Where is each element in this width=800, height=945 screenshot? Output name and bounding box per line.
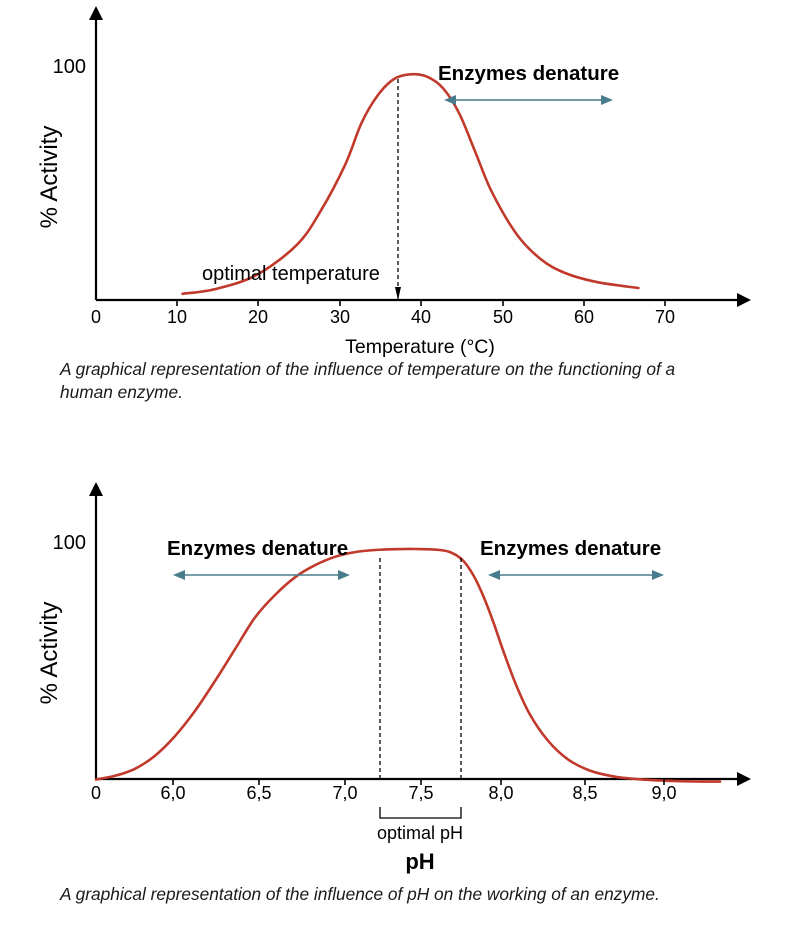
svg-text:100: 100 — [53, 532, 86, 554]
svg-text:9,0: 9,0 — [651, 783, 676, 803]
svg-text:Enzymes denature: Enzymes denature — [167, 537, 348, 560]
svg-text:% Activity: % Activity — [36, 126, 63, 229]
svg-text:50: 50 — [493, 307, 513, 327]
svg-text:30: 30 — [330, 307, 350, 327]
svg-text:100: 100 — [53, 56, 86, 78]
svg-text:60: 60 — [574, 307, 594, 327]
svg-text:optimal temperature: optimal temperature — [202, 263, 380, 285]
svg-text:pH: pH — [405, 849, 434, 874]
svg-text:8,5: 8,5 — [572, 783, 597, 803]
svg-text:0: 0 — [91, 783, 101, 803]
svg-text:Enzymes denature: Enzymes denature — [438, 62, 619, 85]
svg-text:7,0: 7,0 — [332, 783, 357, 803]
svg-text:40: 40 — [411, 307, 431, 327]
svg-text:Enzymes denature: Enzymes denature — [480, 537, 661, 560]
svg-text:Temperature (°C): Temperature (°C) — [345, 336, 495, 358]
svg-text:70: 70 — [655, 307, 675, 327]
svg-text:6,0: 6,0 — [160, 783, 185, 803]
svg-text:% Activity: % Activity — [36, 602, 63, 705]
svg-text:6,5: 6,5 — [246, 783, 271, 803]
svg-text:0: 0 — [91, 307, 101, 327]
svg-text:10: 10 — [167, 307, 187, 327]
svg-text:7,5: 7,5 — [408, 783, 433, 803]
svg-text:20: 20 — [248, 307, 268, 327]
svg-text:optimal pH: optimal pH — [377, 823, 463, 843]
svg-text:8,0: 8,0 — [488, 783, 513, 803]
